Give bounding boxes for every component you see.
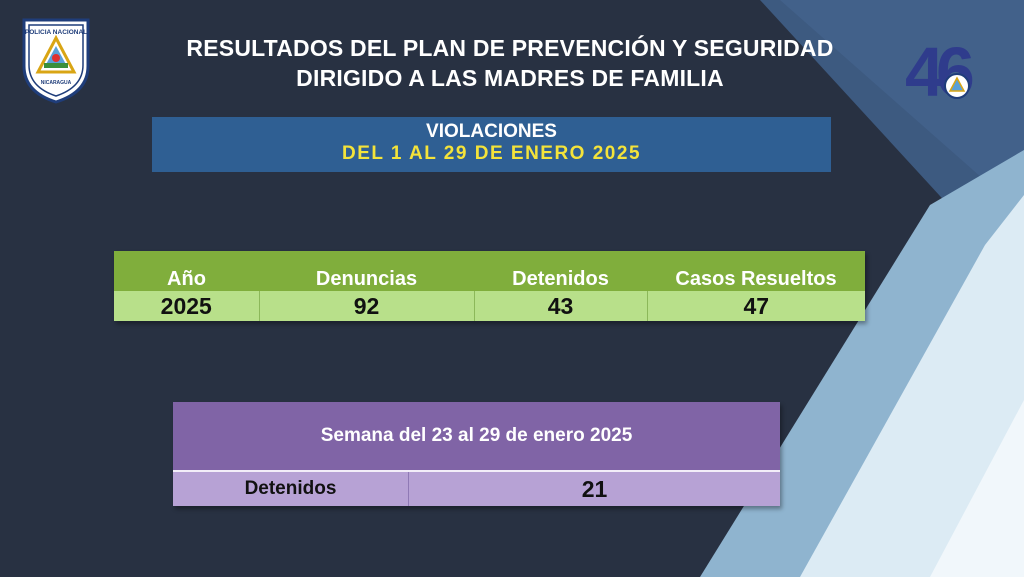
anniversary-46-logo: 46 [905,34,981,106]
page-title: RESULTADOS DEL PLAN DE PREVENCIÓN Y SEGU… [120,33,900,93]
bg-pale-blue-band [800,195,1024,577]
column-header-year: Año [114,251,259,291]
policia-nacional-logo: POLICIA NACIONAL NICARAGUA [22,18,90,104]
subtitle-banner: VIOLACIONES DEL 1 AL 29 DE ENERO 2025 [152,117,831,172]
weekly-summary-title: Semana del 23 al 29 de enero 2025 [173,402,780,470]
bg-white-corner [930,400,1024,577]
column-header-complaints: Denuncias [259,251,474,291]
weekly-detained-value: 21 [581,475,608,502]
title-line-1: RESULTADOS DEL PLAN DE PREVENCIÓN Y SEGU… [186,35,834,61]
subtitle-date-range: DEL 1 AL 29 DE ENERO 2025 [341,143,642,164]
weekly-detained-label: Detenidos [173,472,409,506]
cell-detained: 43 [474,291,648,321]
weekly-summary-table: Semana del 23 al 29 de enero 2025 Deteni… [173,402,780,506]
cell-complaints: 92 [259,291,475,321]
column-header-detained: Detenidos [474,251,647,291]
cell-year: 2025 [114,291,260,321]
subtitle-category: VIOLACIONES [426,121,557,142]
table-row: 2025 92 43 47 [114,291,865,321]
logo-left-text-top: POLICIA NACIONAL [25,29,87,36]
title-line-2: DIRIGIDO A LAS MADRES DE FAMILIA [296,65,724,91]
bg-blue-band-2 [780,0,1024,185]
table-row: Detenidos 21 [173,470,780,506]
cell-cases-solved: 47 [647,291,865,321]
stats-header-row: Año Denuncias Detenidos Casos Resueltos [114,251,865,291]
logo-left-text-bottom: NICARAGUA [41,80,72,86]
stats-table: Año Denuncias Detenidos Casos Resueltos … [114,251,865,321]
column-header-cases-solved: Casos Resueltos [647,251,865,291]
